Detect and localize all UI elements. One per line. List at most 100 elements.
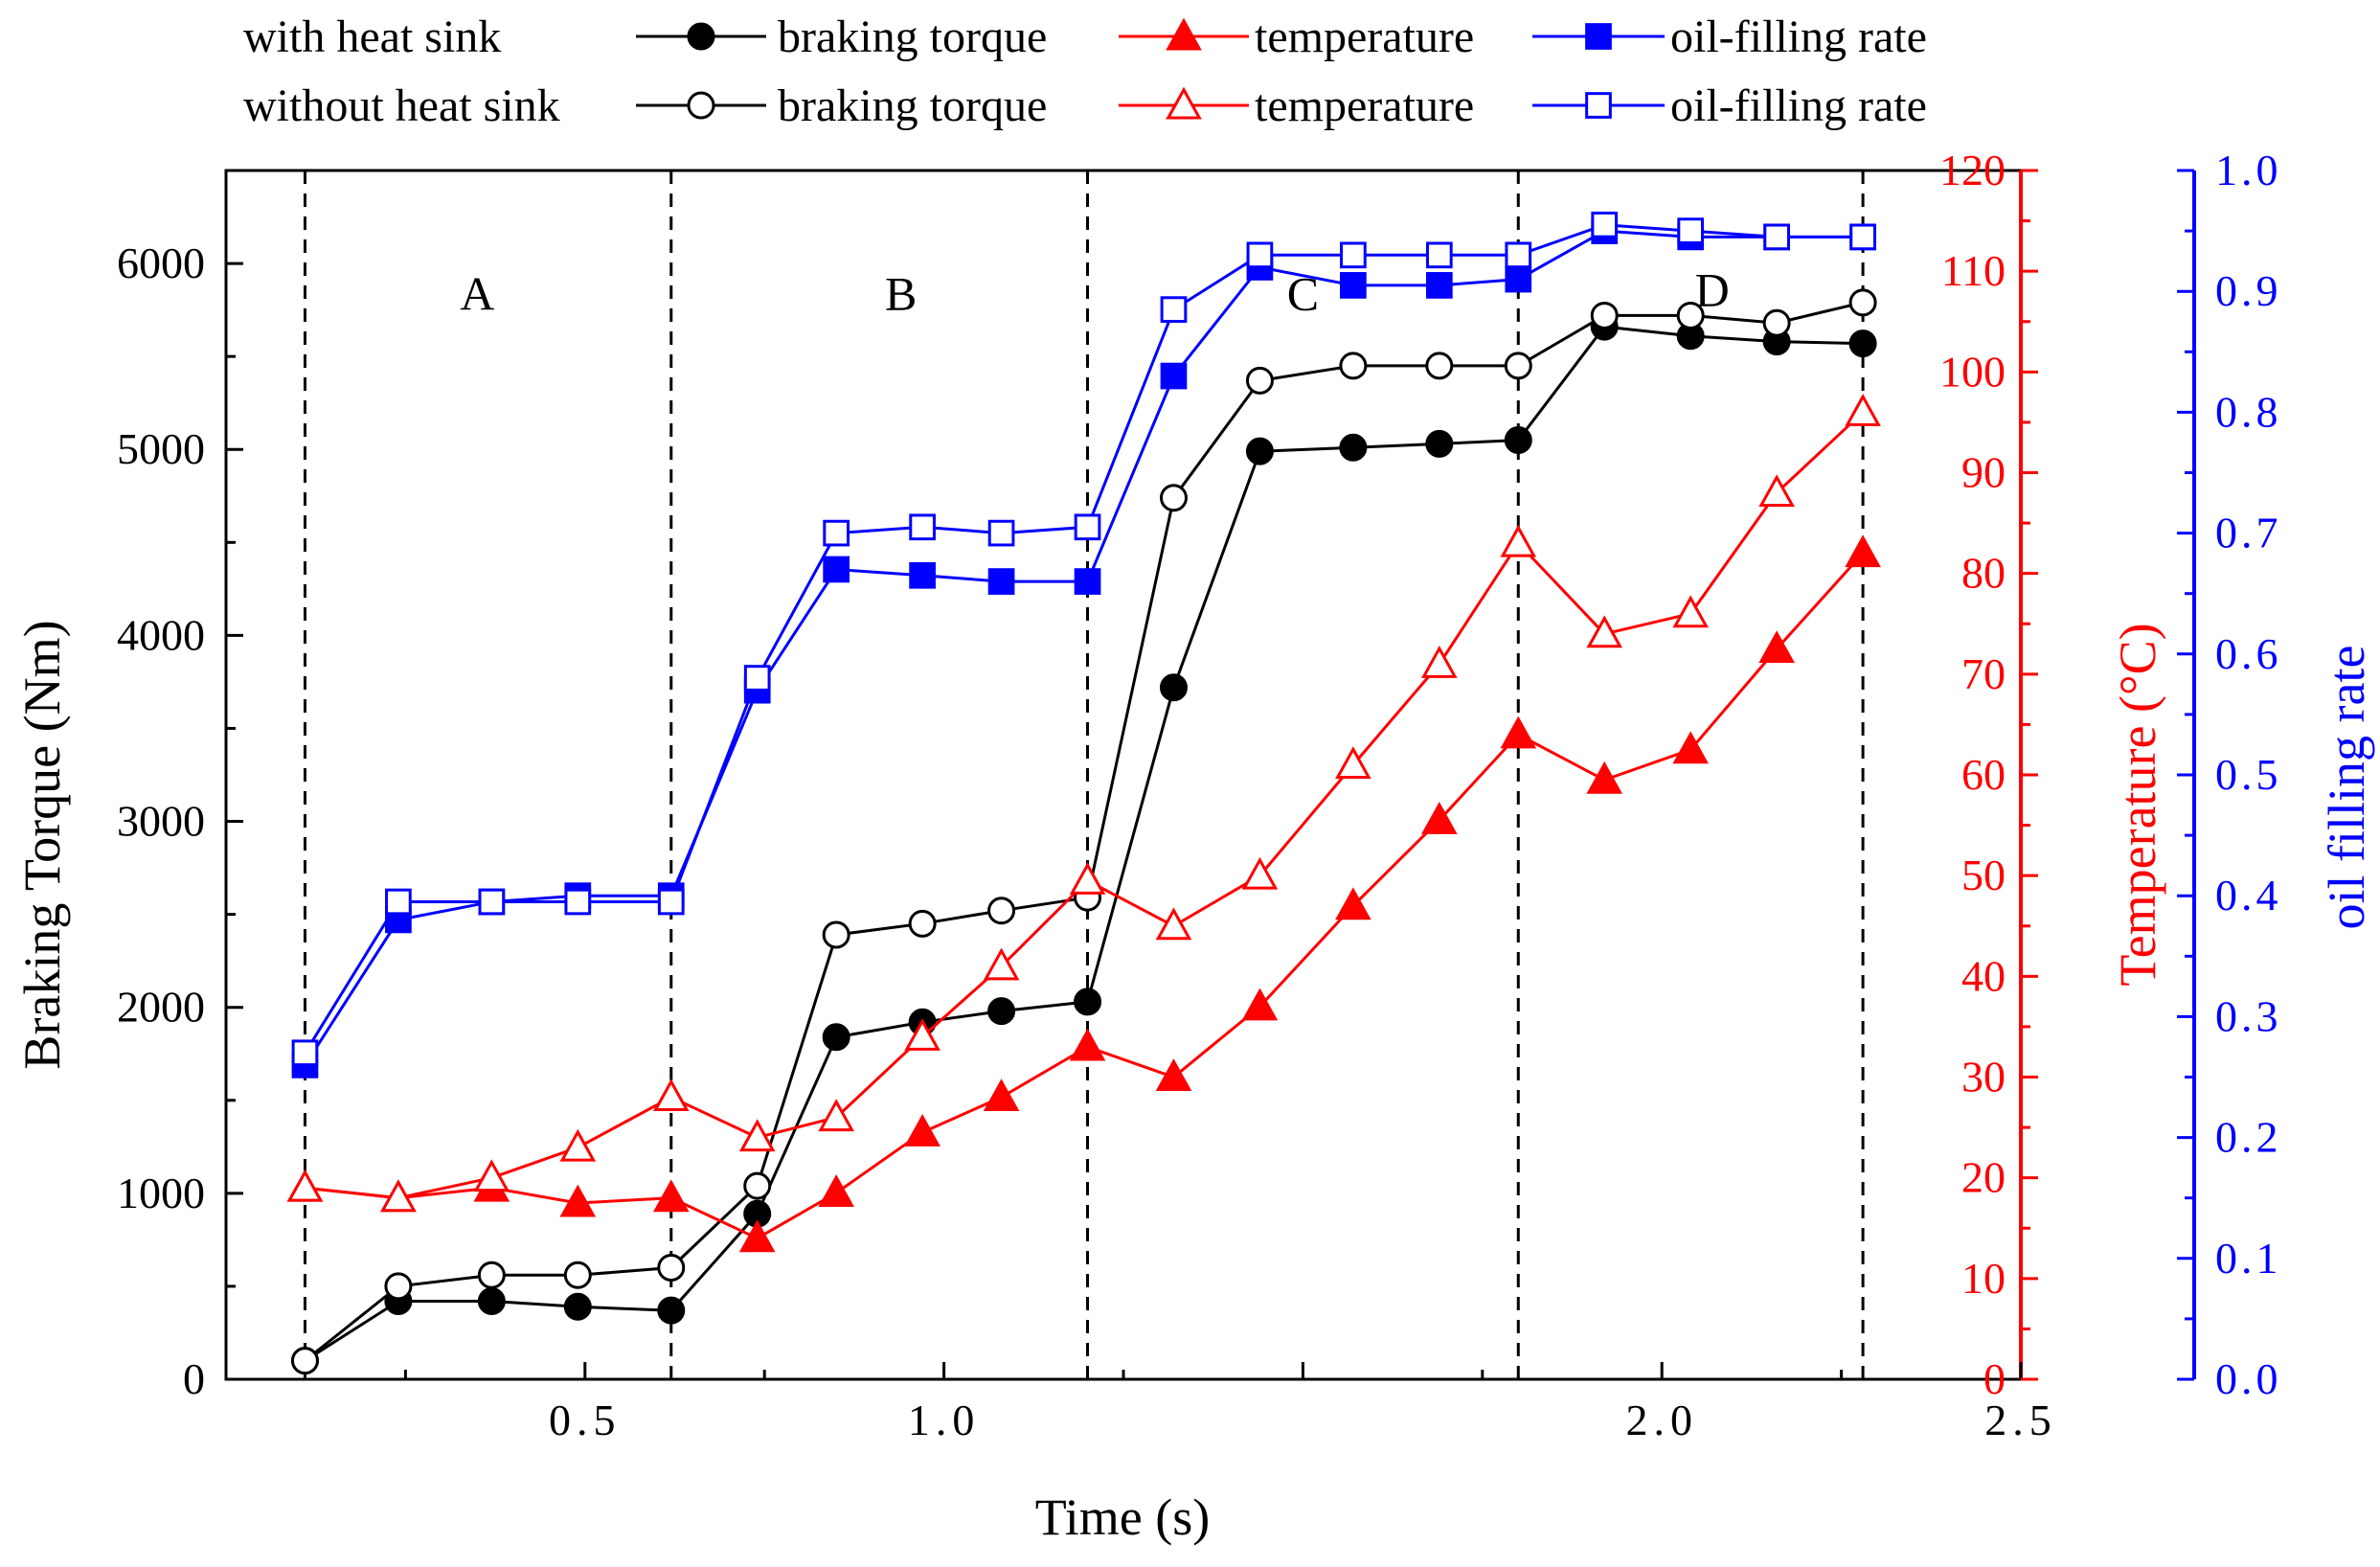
region-label: B bbox=[885, 267, 917, 321]
left-y-tick-label: 1000 bbox=[117, 1169, 205, 1217]
data-point bbox=[738, 1219, 776, 1253]
series-line bbox=[304, 301, 1864, 1362]
data-point bbox=[1591, 211, 1619, 238]
data-point bbox=[1586, 615, 1623, 648]
data-point bbox=[477, 1260, 506, 1289]
left-y-tick-label: 2000 bbox=[117, 983, 205, 1032]
temperature-tick-label: 90 bbox=[1961, 448, 2006, 497]
data-point bbox=[380, 1179, 417, 1213]
data-point bbox=[743, 1171, 772, 1200]
data-point bbox=[1069, 1028, 1106, 1061]
series-line bbox=[304, 229, 1864, 1066]
series-line bbox=[304, 223, 1864, 1055]
legend-group-label: with heat sink bbox=[243, 11, 501, 62]
data-point bbox=[1245, 366, 1274, 395]
data-point bbox=[1160, 362, 1188, 390]
legend-entry-label: braking torque bbox=[778, 80, 1047, 131]
data-point bbox=[385, 888, 412, 916]
data-point bbox=[743, 665, 771, 692]
oil-tick-label: 0.8 bbox=[2215, 387, 2282, 436]
data-point bbox=[1500, 715, 1537, 749]
series-torque-with-heat-sink bbox=[290, 312, 1877, 1375]
data-point bbox=[909, 561, 936, 589]
series-oil-without-heat-sink bbox=[291, 211, 1876, 1067]
series-torque-without-heat-sink bbox=[290, 288, 1877, 1375]
data-point bbox=[290, 1347, 319, 1375]
data-point bbox=[559, 1184, 597, 1217]
data-point bbox=[1159, 484, 1188, 512]
oil-tick-label: 0.6 bbox=[2215, 629, 2282, 678]
data-point bbox=[477, 1286, 506, 1315]
data-point bbox=[1848, 288, 1877, 317]
data-point bbox=[1155, 907, 1192, 941]
data-point bbox=[909, 513, 936, 541]
left-y-tick-label: 5000 bbox=[117, 424, 205, 473]
data-point bbox=[1845, 534, 1881, 568]
temperature-tick-label: 30 bbox=[1961, 1053, 2006, 1101]
left-y-tick-label: 4000 bbox=[117, 610, 205, 659]
data-point bbox=[1425, 352, 1454, 380]
data-point bbox=[1425, 429, 1454, 458]
data-point bbox=[1758, 474, 1795, 508]
data-point bbox=[1241, 856, 1279, 890]
data-point bbox=[983, 947, 1020, 981]
temperature-tick-label: 40 bbox=[1961, 951, 2006, 1000]
data-point bbox=[1340, 272, 1367, 299]
legend-group-label: without heat sink bbox=[243, 80, 560, 131]
data-point bbox=[1505, 241, 1532, 269]
data-point bbox=[473, 1159, 510, 1192]
legend-swatch-marker bbox=[687, 22, 715, 51]
oil-tick-label: 0.0 bbox=[2215, 1354, 2282, 1403]
temperature-tick-label: 20 bbox=[1961, 1153, 2006, 1202]
data-point bbox=[822, 1023, 850, 1052]
data-point bbox=[652, 1079, 690, 1112]
temperature-tick-label: 0 bbox=[1983, 1354, 2006, 1403]
data-point bbox=[1672, 731, 1709, 764]
data-point bbox=[1245, 437, 1274, 466]
data-point bbox=[987, 997, 1016, 1026]
data-point bbox=[1074, 988, 1102, 1016]
oil-tick-label: 0.9 bbox=[2215, 266, 2282, 315]
data-point bbox=[818, 1099, 854, 1132]
temperature-tick-label: 50 bbox=[1961, 851, 2006, 899]
data-point bbox=[1504, 352, 1532, 380]
oil-tick-label: 0.5 bbox=[2215, 750, 2282, 799]
data-point bbox=[904, 1018, 941, 1051]
temperature-axis-label: Temperature (°C) bbox=[2109, 623, 2166, 986]
legend-swatch-marker bbox=[1585, 92, 1612, 119]
temperature-tick-label: 120 bbox=[1939, 146, 2006, 194]
data-point bbox=[1339, 352, 1368, 380]
data-point bbox=[291, 1039, 319, 1067]
oil-tick-label: 0.1 bbox=[2215, 1234, 2282, 1283]
data-point bbox=[1758, 630, 1795, 664]
temperature-tick-label: 70 bbox=[1961, 649, 2006, 698]
legend-swatch-marker bbox=[1585, 23, 1612, 50]
legend: with heat sink braking torque temperature o… bbox=[243, 11, 1927, 131]
oil-tick-label: 0.2 bbox=[2215, 1113, 2282, 1162]
temperature-tick-label: 10 bbox=[1961, 1254, 2006, 1303]
data-point bbox=[1849, 223, 1876, 251]
data-point bbox=[563, 1292, 592, 1321]
data-point bbox=[1676, 301, 1705, 329]
data-point bbox=[563, 1260, 592, 1289]
temperature-tick-label: 110 bbox=[1941, 246, 2006, 295]
data-point bbox=[1335, 887, 1371, 920]
data-point bbox=[983, 1079, 1020, 1112]
data-point bbox=[1505, 265, 1532, 293]
temperature-tick-label: 60 bbox=[1961, 750, 2006, 799]
data-point bbox=[657, 888, 685, 916]
data-point bbox=[904, 1114, 941, 1147]
data-point bbox=[1160, 296, 1188, 323]
data-point bbox=[384, 1272, 413, 1301]
x-tick-label: 0.5 bbox=[549, 1396, 622, 1444]
oil-tick-label: 0.7 bbox=[2215, 509, 2282, 557]
data-point bbox=[987, 519, 1015, 547]
series-line bbox=[304, 325, 1864, 1362]
data-point bbox=[1421, 801, 1458, 834]
left-y-tick-label: 6000 bbox=[117, 238, 205, 287]
left-y-tick-label: 0 bbox=[183, 1354, 205, 1403]
legend-entry-label: oil-filling rate bbox=[1670, 80, 1927, 131]
data-point bbox=[1425, 241, 1453, 269]
